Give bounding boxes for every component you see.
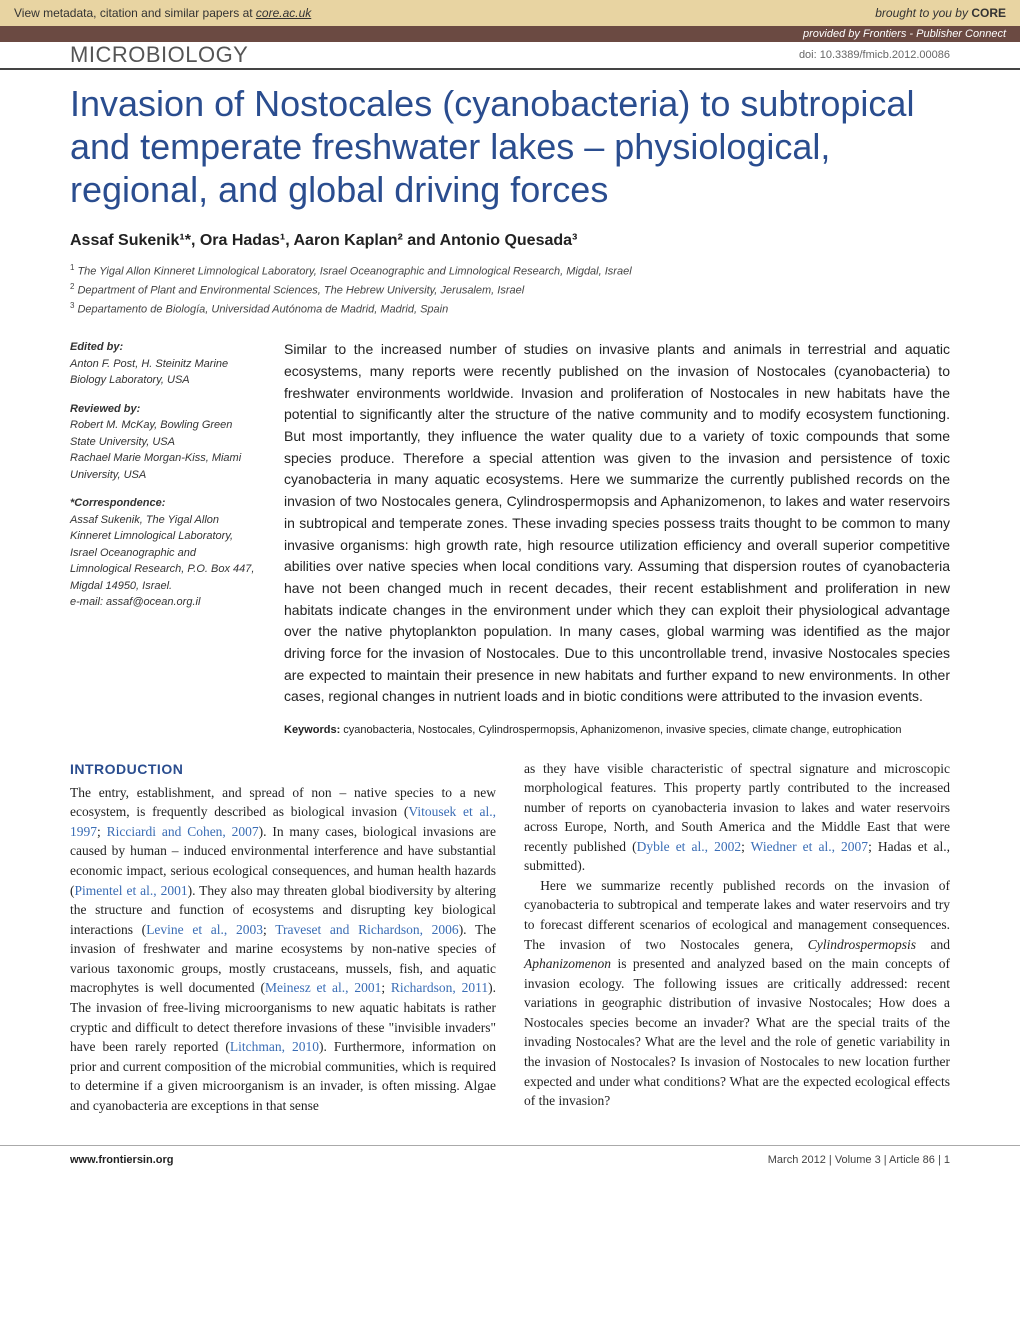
edited-name: Anton F. Post, H. Steinitz Marine Biolog… [70,358,228,387]
banner-right: brought to you by CORE [875,6,1006,20]
abstract-column: Similar to the increased number of studi… [284,339,950,738]
doi-text: doi: 10.3389/fmicb.2012.00086 [799,49,950,61]
ref-dyble[interactable]: Dyble et al., 2002 [637,839,741,854]
ref-richardson[interactable]: Richardson, 2011 [391,980,488,995]
article-title: Invasion of Nostocales (cyanobacteria) t… [0,70,1020,220]
aff-num-1: 1 [70,263,74,272]
abstract-block: Edited by: Anton F. Post, H. Steinitz Ma… [0,339,1020,758]
aff-text-3: Departamento de Biología, Universidad Au… [77,304,448,316]
reviewer-1: Robert M. McKay, Bowling Green State Uni… [70,417,260,450]
banner-left: View metadata, citation and similar pape… [14,6,311,20]
ref-litchman[interactable]: Litchman, 2010 [230,1039,319,1054]
footer-right-text: March 2012 | Volume 3 | Article 86 | 1 [768,1154,950,1166]
affiliation-3: 3Departamento de Biología, Universidad A… [70,300,950,319]
editorial-sidebar: Edited by: Anton F. Post, H. Steinitz Ma… [70,339,260,738]
t: and [916,937,950,952]
footer-url[interactable]: www.frontiersin.org [70,1154,174,1166]
body-columns: INTRODUCTION The entry, establishment, a… [0,759,1020,1146]
journal-name: MICROBIOLOGY [70,42,248,68]
keywords-label: Keywords: [284,724,343,736]
edited-label: Edited by: [70,339,260,356]
keywords-text: cyanobacteria, Nostocales, Cylindrosperm… [343,724,901,736]
footer-citation: March 2012 | Volume 3 | Article 86 | 1 [768,1154,950,1166]
ref-levine[interactable]: Levine et al., 2003 [146,922,263,937]
ref-traveset[interactable]: Traveset and Richardson, 2006 [275,922,458,937]
corr-email: e-mail: assaf@ocean.org.il [70,594,260,611]
metadata-banner: View metadata, citation and similar pape… [0,0,1020,26]
aff-num-2: 2 [70,282,74,291]
ref-pimentel[interactable]: Pimentel et al., 2001 [75,883,188,898]
affiliation-1: 1The Yigal Allon Kinneret Limnological L… [70,262,950,281]
affiliation-2: 2Department of Plant and Environmental S… [70,281,950,300]
ref-wiedner[interactable]: Wiedner et al., 2007 [751,839,868,854]
aff-text-2: Department of Plant and Environmental Sc… [77,284,524,296]
core-link[interactable]: core.ac.uk [256,6,311,20]
edited-by: Edited by: Anton F. Post, H. Steinitz Ma… [70,339,260,389]
ref-ricciardi[interactable]: Ricciardi and Cohen, 2007 [107,824,259,839]
core-logo: CORE [971,6,1006,20]
brought-text: brought to you by [875,6,971,20]
intro-paragraph-1: The entry, establishment, and spread of … [70,783,496,1116]
reviewer-2: Rachael Marie Morgan-Kiss, Miami Univers… [70,450,260,483]
t: ; [741,839,751,854]
reviewed-label: Reviewed by: [70,401,260,418]
t: ; [97,824,107,839]
abstract-text: Similar to the increased number of studi… [284,339,950,708]
t: is presented and analyzed based on the m… [524,956,950,1108]
intro-paragraph-2: as they have visible characteristic of s… [524,759,950,876]
authors-line: Assaf Sukenik¹*, Ora Hadas¹, Aaron Kapla… [0,220,1020,256]
intro-heading: INTRODUCTION [70,759,496,779]
intro-paragraph-3: Here we summarize recently published rec… [524,876,950,1111]
provided-bar: provided by Frontiers - Publisher Connec… [0,26,1020,42]
ref-meinesz[interactable]: Meinesz et al., 2001 [265,980,381,995]
body-column-left: INTRODUCTION The entry, establishment, a… [70,759,496,1116]
genus-cylindrospermopsis: Cylindrospermopsis [808,937,916,952]
page-footer: www.frontiersin.org March 2012 | Volume … [0,1145,1020,1174]
t: ; [263,922,275,937]
reviewed-by: Reviewed by: Robert M. McKay, Bowling Gr… [70,401,260,484]
affiliations: 1The Yigal Allon Kinneret Limnological L… [0,256,1020,340]
body-column-right: as they have visible characteristic of s… [524,759,950,1116]
t: ; [381,980,391,995]
aff-text-1: The Yigal Allon Kinneret Limnological La… [77,265,631,277]
corr-text: Assaf Sukenik, The Yigal Allon Kinneret … [70,512,260,595]
correspondence: *Correspondence: Assaf Sukenik, The Yiga… [70,495,260,611]
keywords: Keywords: cyanobacteria, Nostocales, Cyl… [284,722,950,739]
corr-label: *Correspondence: [70,495,260,512]
journal-header: MICROBIOLOGY doi: 10.3389/fmicb.2012.000… [0,42,1020,70]
genus-aphanizomenon: Aphanizomenon [524,956,611,971]
aff-num-3: 3 [70,301,74,310]
banner-prefix: View metadata, citation and similar pape… [14,6,256,20]
